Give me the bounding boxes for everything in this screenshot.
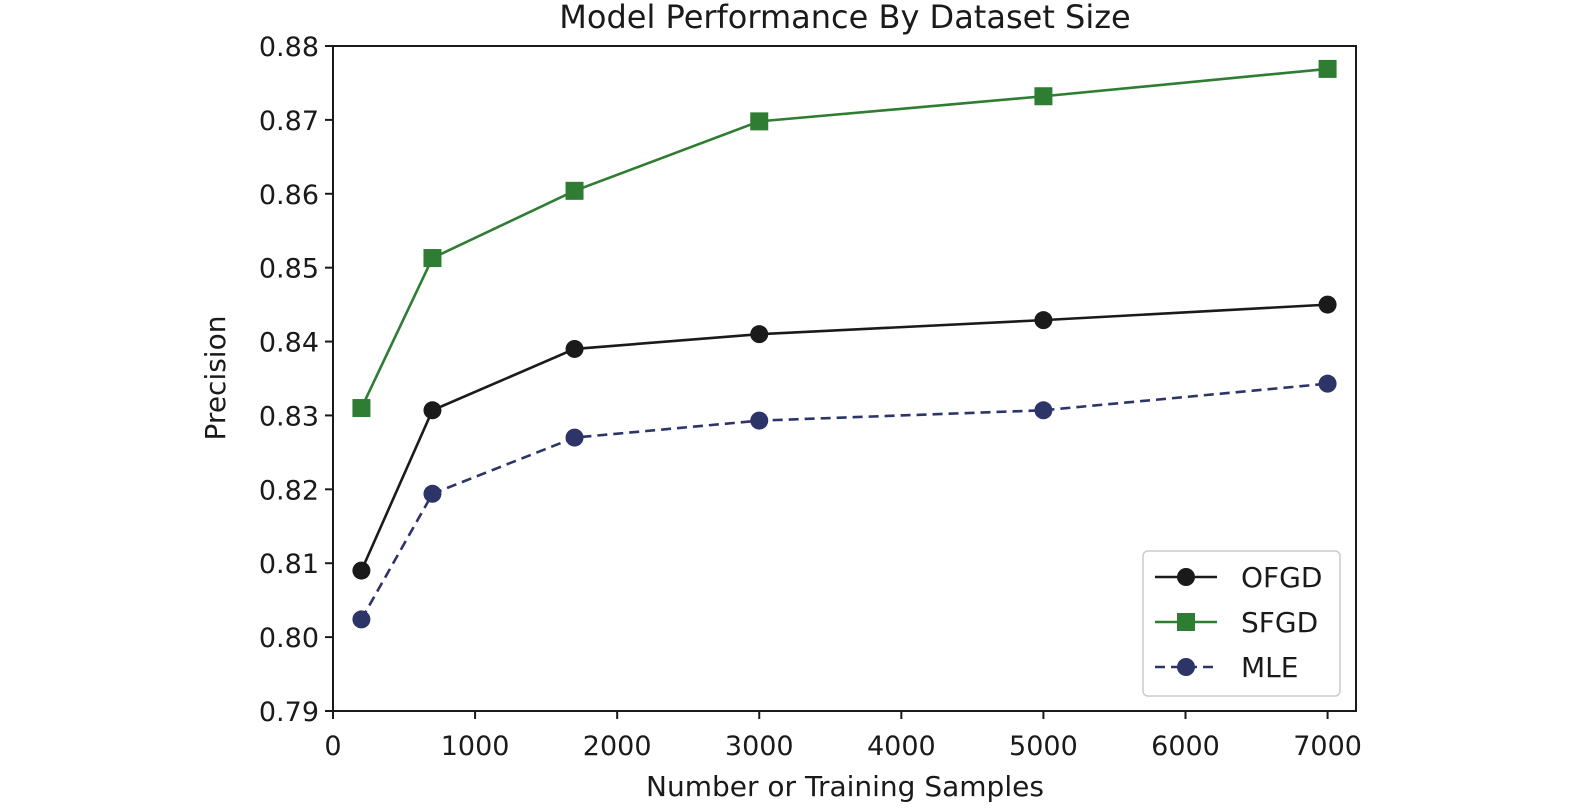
x-tick-label: 2000 [583,731,652,762]
data-point-mle [565,428,584,447]
y-tick-label: 0.80 [259,623,319,654]
legend-label-ofgd: OFGD [1241,561,1322,594]
data-point-ofgd [1034,311,1053,330]
chart-title: Model Performance By Dataset Size [559,0,1130,36]
legend-marker-mle [1177,658,1195,676]
data-point-ofgd [423,401,442,420]
data-point-mle [1034,401,1053,420]
y-tick-label: 0.85 [259,254,319,285]
data-point-mle [750,411,769,430]
data-point-sfgd [565,181,584,200]
data-point-sfgd [750,112,769,131]
y-tick-label: 0.87 [259,106,319,137]
series-line-ofgd [360,303,1328,572]
legend-marker-ofgd [1177,568,1195,586]
data-point-ofgd [1318,295,1337,314]
x-tick-label: 1000 [441,731,510,762]
data-point-mle [352,610,371,629]
data-point-sfgd [423,249,442,268]
data-point-mle [423,484,442,503]
x-tick-label: 5000 [1009,731,1078,762]
data-point-ofgd [565,339,584,358]
legend: OFGD SFGD MLE [1142,550,1341,697]
y-tick-label: 0.84 [259,328,319,359]
y-axis-title: Precision [199,316,232,441]
data-point-mle [1318,374,1337,393]
x-tick-label: 4000 [867,731,936,762]
x-tick-label: 3000 [725,731,794,762]
x-tick-label: 0 [324,731,341,762]
x-tick-label: 7000 [1293,731,1362,762]
series-line-mle [360,382,1328,621]
series-line-sfgd [360,67,1328,409]
legend-label-sfgd: SFGD [1241,606,1318,639]
data-point-sfgd [1318,59,1337,78]
plot-frame [332,45,1357,712]
legend-label-mle: MLE [1241,651,1298,684]
data-point-ofgd [352,561,371,580]
y-tick-label: 0.83 [259,401,319,432]
x-tick-label: 6000 [1151,731,1220,762]
data-point-sfgd [352,399,371,418]
data-point-ofgd [750,325,769,344]
y-tick-label: 0.82 [259,475,319,506]
y-tick-label: 0.81 [259,549,319,580]
legend-marker-sfgd [1177,613,1195,631]
y-tick-label: 0.86 [259,180,319,211]
data-point-sfgd [1034,87,1053,106]
y-tick-label: 0.79 [259,697,319,728]
y-tick-label: 0.88 [259,32,319,63]
x-axis-title: Number or Training Samples [646,770,1044,803]
legend-box [1142,550,1341,697]
plot-area: 0 1000 2000 3000 4000 5000 6000 7000 0.79 0.80 0.8… [259,32,1362,762]
